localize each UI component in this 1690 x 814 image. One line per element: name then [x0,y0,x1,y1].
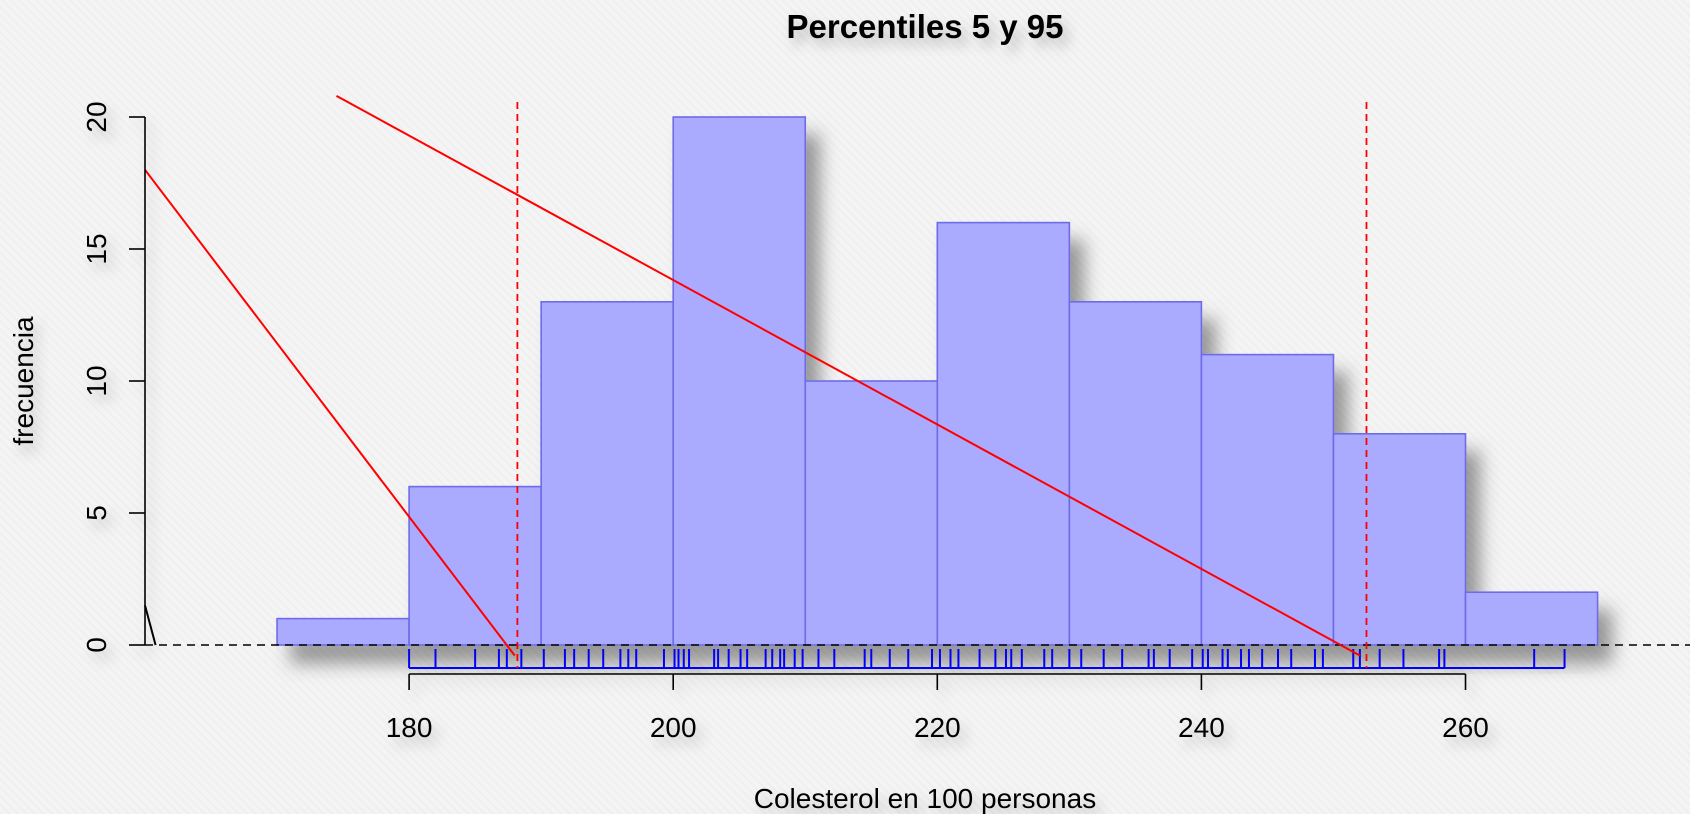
x-tick-label: 220 [914,712,961,743]
y-tick-label: 5 [81,505,112,521]
y-tick-label: 10 [81,365,112,396]
y-tick-label: 20 [81,101,112,132]
histogram-bar [1200,353,1335,646]
histogram-bar [672,116,807,646]
histogram-bar [540,300,675,646]
y-axis-label: frecuencia [8,316,39,446]
histogram-bar [1068,300,1203,646]
annotation-lines [144,95,1361,657]
annotation-line [144,169,516,657]
histogram-bar [936,221,1071,646]
x-tick-label: 240 [1178,712,1225,743]
annotation-line [144,605,157,646]
rug-plot [408,649,1566,669]
y-tick-label: 15 [81,233,112,264]
histogram-bar [1464,591,1599,646]
histogram-bar [804,380,939,646]
histogram-bar [276,617,410,646]
x-axis-label: Colesterol en 100 personas [754,783,1096,814]
histogram-bar [1332,432,1467,646]
y-tick-label: 0 [81,637,112,653]
axes: 0 5 10 15 20 180 200 220 240 260 [81,101,1489,743]
histogram-bars [276,116,1599,646]
percentile-lines [516,102,1368,668]
annotation-line [335,95,1361,657]
x-tick-label: 260 [1442,712,1489,743]
x-tick-label: 200 [650,712,697,743]
chart-title: Percentiles 5 y 95 [786,8,1063,45]
histogram-bar [408,485,542,646]
x-tick-label: 180 [386,712,433,743]
